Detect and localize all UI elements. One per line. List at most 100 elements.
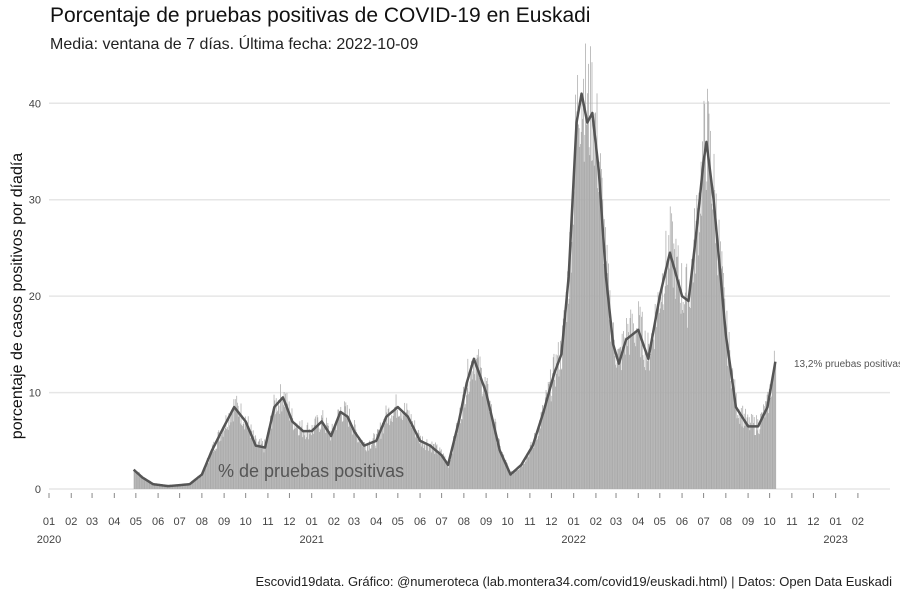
daily-bar <box>755 415 757 489</box>
daily-bar <box>702 141 703 489</box>
daily-bar <box>399 411 401 489</box>
daily-bar <box>598 161 600 489</box>
daily-bar <box>475 380 477 489</box>
daily-bar <box>769 384 771 489</box>
daily-bar <box>539 428 541 489</box>
daily-bar <box>582 118 584 489</box>
daily-bar <box>364 444 366 489</box>
daily-bar <box>717 275 718 489</box>
daily-bar <box>513 471 515 489</box>
daily-bar <box>603 263 604 489</box>
daily-bar <box>758 433 759 489</box>
daily-bar <box>171 486 172 489</box>
x-year-label: 2021 <box>299 534 323 546</box>
daily-bar <box>633 342 635 489</box>
daily-bar <box>134 469 136 489</box>
daily-bar <box>209 452 211 489</box>
daily-bar <box>334 423 336 489</box>
daily-bar <box>443 453 444 489</box>
daily-bar <box>500 454 502 489</box>
daily-bar <box>616 367 617 489</box>
daily-bar <box>511 474 513 489</box>
daily-bar <box>704 103 706 489</box>
moving-average-line <box>132 92 777 488</box>
daily-bar <box>371 444 373 489</box>
daily-bar <box>140 476 142 489</box>
daily-bar <box>170 485 172 489</box>
x-tick-label: 03 <box>348 516 360 528</box>
daily-bar <box>368 450 370 489</box>
daily-bar <box>492 420 494 489</box>
daily-bar <box>537 439 538 489</box>
daily-bar <box>183 485 184 489</box>
daily-bar <box>140 475 141 489</box>
daily-bar <box>145 480 147 489</box>
daily-bar <box>200 475 202 489</box>
daily-bar <box>533 447 535 489</box>
daily-bar <box>413 427 415 489</box>
daily-bar <box>578 128 580 490</box>
daily-bar <box>717 261 719 489</box>
x-tick-label: 02 <box>328 516 340 528</box>
daily-bar <box>453 438 455 489</box>
daily-bar <box>303 431 304 489</box>
daily-bar <box>204 468 205 489</box>
daily-bar <box>476 358 477 489</box>
daily-bar <box>758 434 760 489</box>
daily-bar <box>312 429 314 489</box>
daily-bar <box>692 262 693 489</box>
daily-bar <box>410 414 412 489</box>
daily-bar <box>468 391 470 489</box>
daily-bar <box>501 451 503 489</box>
daily-bar <box>530 441 532 489</box>
daily-bar <box>257 441 259 489</box>
daily-bar <box>367 443 369 489</box>
daily-bar <box>517 470 519 489</box>
daily-bar <box>527 453 529 489</box>
daily-bar <box>133 469 135 489</box>
daily-bar <box>327 422 329 489</box>
daily-bar <box>244 416 246 489</box>
daily-bar <box>405 413 406 489</box>
daily-bar <box>705 189 707 489</box>
daily-bar <box>614 355 616 489</box>
daily-bar <box>515 470 517 489</box>
daily-bar <box>143 478 145 489</box>
daily-bar <box>560 369 562 489</box>
daily-bar <box>371 442 373 489</box>
daily-bar <box>384 423 386 489</box>
daily-bar <box>136 472 138 489</box>
daily-bar <box>278 405 280 489</box>
daily-bar <box>560 340 561 489</box>
daily-bar <box>262 441 263 489</box>
daily-bar <box>650 353 652 489</box>
daily-bar <box>491 419 493 489</box>
daily-bar <box>176 484 178 489</box>
daily-bar <box>379 422 381 489</box>
daily-bar <box>148 482 150 489</box>
daily-bar <box>308 439 309 489</box>
daily-bar <box>242 426 243 489</box>
daily-bar <box>377 429 379 489</box>
daily-bar <box>404 402 406 489</box>
daily-bar <box>313 424 315 489</box>
daily-bar <box>541 411 543 489</box>
daily-bar <box>478 349 479 489</box>
daily-bar <box>301 420 303 489</box>
daily-bar <box>422 436 423 489</box>
daily-bar <box>325 432 327 489</box>
daily-bar <box>339 411 341 489</box>
daily-bar <box>369 440 370 489</box>
daily-bar <box>654 349 655 489</box>
daily-bar <box>611 322 613 489</box>
daily-bar <box>346 415 347 489</box>
daily-bar <box>343 415 345 489</box>
daily-bar <box>232 421 234 489</box>
daily-bar <box>580 131 582 490</box>
daily-bar <box>196 479 198 489</box>
daily-bar <box>300 426 302 489</box>
daily-bar <box>679 302 681 489</box>
daily-bar <box>433 443 435 489</box>
daily-bar <box>365 450 367 489</box>
daily-bar <box>260 438 262 489</box>
